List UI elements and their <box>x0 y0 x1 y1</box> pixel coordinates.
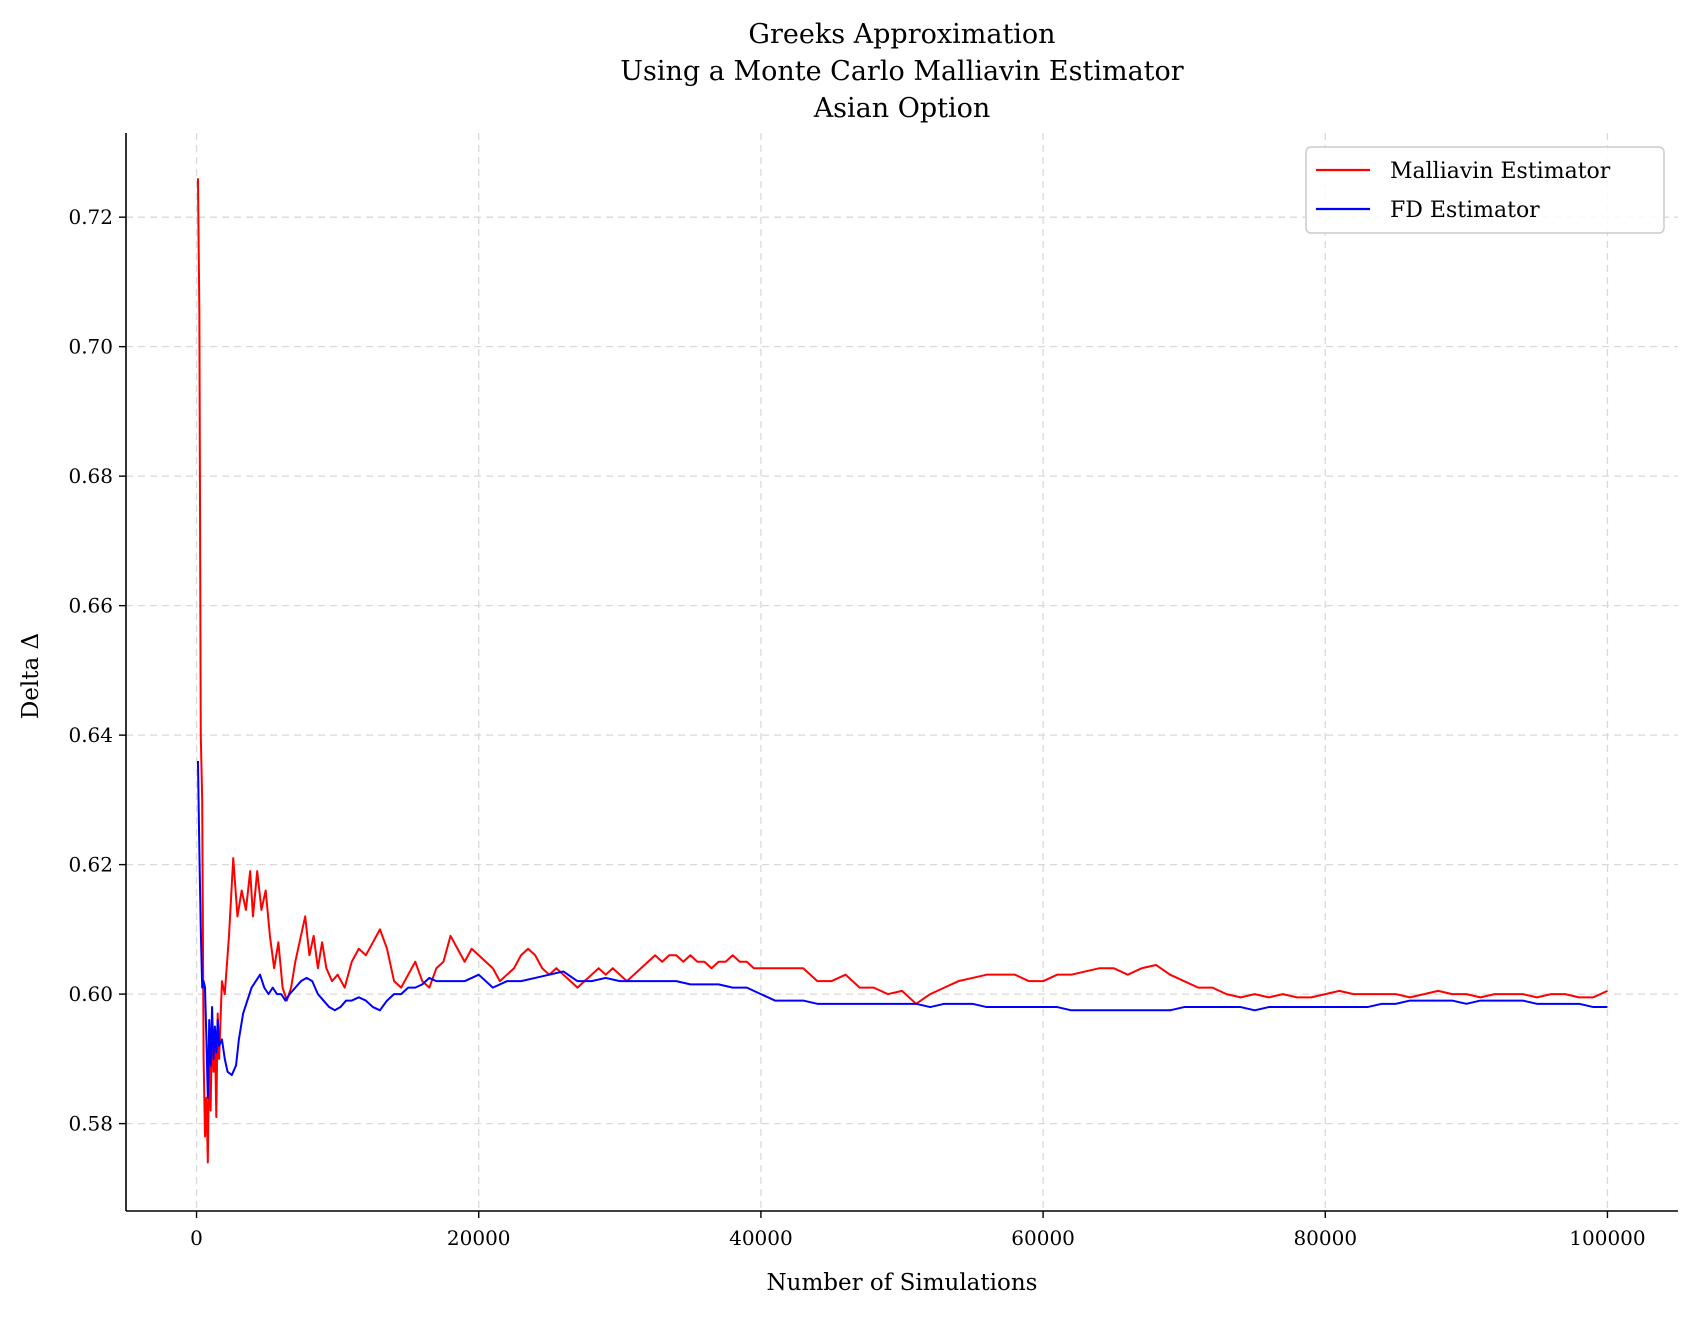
y-tick-label-2: 0.62 <box>68 853 113 877</box>
series-line-fd <box>196 761 1608 1099</box>
y-tick-label-6: 0.70 <box>68 335 113 359</box>
legend-label-fd: FD Estimator <box>1390 198 1540 223</box>
grid <box>126 133 1678 1211</box>
y-tick-label-7: 0.72 <box>68 205 113 229</box>
y-axis-label: Delta Δ <box>18 633 44 719</box>
chart-title: Greeks Approximation Using a Monte Carlo… <box>620 19 1183 124</box>
axes-spines <box>125 133 1678 1212</box>
y-tick-label-1: 0.60 <box>68 982 113 1006</box>
x-tick-label-5: 100000 <box>1569 1226 1645 1250</box>
y-tick-label-5: 0.68 <box>68 464 113 488</box>
legend-box <box>1305 146 1665 234</box>
y-tick-label-0: 0.58 <box>68 1112 113 1136</box>
y-tick-label-4: 0.66 <box>68 594 113 618</box>
title-line-2: Using a Monte Carlo Malliavin Estimator <box>620 56 1183 87</box>
y-tick-label-3: 0.64 <box>68 723 113 747</box>
x-axis-ticks: 0 20000 40000 60000 80000 100000 <box>190 1211 1646 1250</box>
series-line-malliavin <box>196 178 1608 1164</box>
x-tick-label-2: 40000 <box>729 1226 793 1250</box>
title-line-1: Greeks Approximation <box>748 19 1055 50</box>
legend: Malliavin Estimator FD Estimator <box>1305 146 1665 234</box>
x-tick-label-4: 80000 <box>1293 1226 1357 1250</box>
title-line-3: Asian Option <box>813 93 991 124</box>
x-axis-label: Number of Simulations <box>767 1270 1038 1296</box>
legend-label-malliavin: Malliavin Estimator <box>1390 159 1611 184</box>
y-axis-ticks: 0.58 0.60 0.62 0.64 0.66 0.68 0.70 0.72 <box>68 205 126 1136</box>
plot-area <box>196 178 1608 1164</box>
x-tick-label-3: 60000 <box>1011 1226 1075 1250</box>
x-tick-label-1: 20000 <box>447 1226 511 1250</box>
x-tick-label-0: 0 <box>190 1226 203 1250</box>
